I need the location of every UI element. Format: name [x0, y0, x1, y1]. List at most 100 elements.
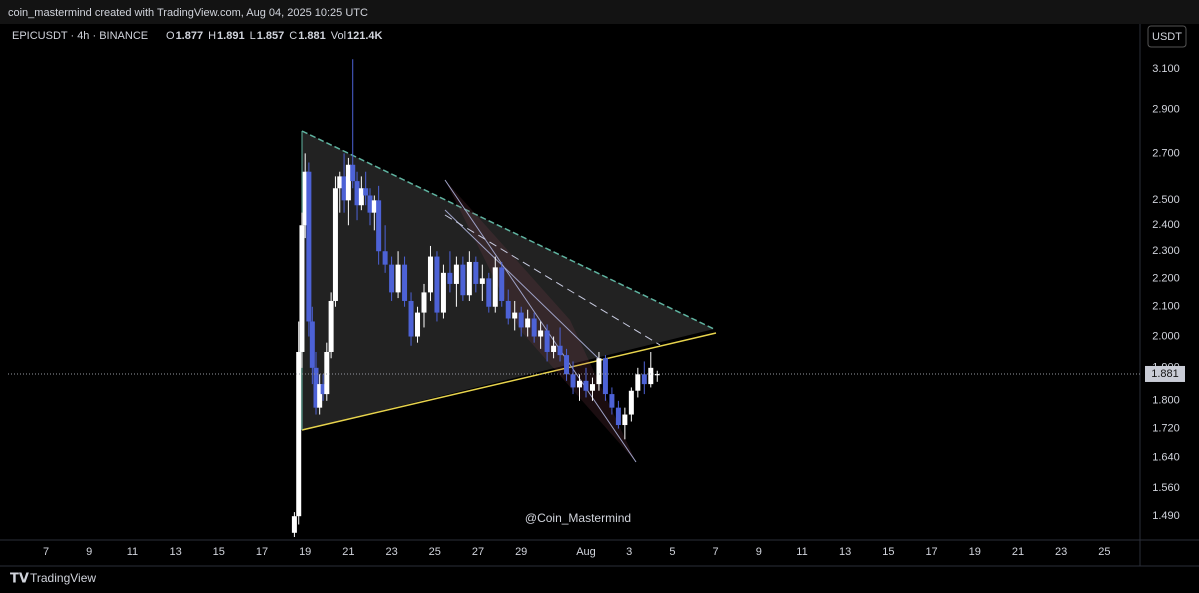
candle-body: [354, 181, 360, 206]
y-tick-label: 2.200: [1152, 272, 1180, 284]
candle-body: [466, 261, 472, 296]
candle-body: [328, 300, 334, 352]
channel-upper: [444, 209, 601, 361]
candle-body: [302, 171, 308, 226]
y-tick-label: 2.000: [1152, 330, 1180, 342]
candle-body: [313, 367, 319, 408]
y-tick-label: 2.700: [1152, 147, 1180, 159]
candle-body: [320, 384, 326, 395]
x-tick-label: 29: [515, 546, 527, 558]
y-tick-label: 2.500: [1152, 194, 1180, 206]
candle-body: [589, 384, 595, 391]
candle-body: [486, 278, 492, 307]
candle-body: [570, 374, 576, 388]
candle-body: [505, 300, 511, 319]
triangle-lower: [301, 332, 717, 431]
candle-body: [341, 176, 347, 201]
last-price-box: [1145, 365, 1185, 382]
x-tick-label: 3: [626, 546, 632, 558]
x-tick-label: 9: [756, 546, 762, 558]
candle-body: [299, 225, 305, 352]
candle-body: [577, 380, 583, 388]
candle-body: [415, 312, 421, 337]
ohlc-legend: O 1.877 H 1.891 L 1.857 C 1.881 Vol 121.4K: [166, 30, 383, 42]
candle-body: [460, 264, 466, 296]
x-tick-label: 15: [882, 546, 894, 558]
x-tick-label: 19: [969, 546, 981, 558]
candle-body: [324, 351, 330, 395]
last-price-label: 1.881: [1151, 368, 1179, 380]
candle-body: [492, 267, 498, 307]
watermark: @Coin_Mastermind: [525, 511, 631, 525]
candle-body: [350, 164, 356, 182]
candle-body: [421, 292, 427, 313]
y-tick-label: 1.640: [1152, 452, 1180, 464]
legend-value: 1.877: [176, 30, 204, 42]
candle-body: [525, 318, 531, 328]
candle-body: [544, 330, 550, 352]
candle-body: [332, 188, 338, 301]
x-tick-label: 7: [43, 546, 49, 558]
y-tick-label: 2.100: [1152, 301, 1180, 313]
candle-body: [499, 267, 505, 301]
currency[interactable]: USDT: [1152, 31, 1182, 43]
x-tick-label: 5: [669, 546, 675, 558]
candle-body: [434, 256, 440, 313]
legend-value: 1.857: [257, 30, 285, 42]
x-tick-label: Aug: [576, 546, 596, 558]
x-tick-label: 17: [256, 546, 268, 558]
candle-body: [317, 384, 323, 408]
candle-body: [402, 264, 408, 301]
legend-key: H: [208, 30, 216, 42]
candle-body: [551, 345, 557, 352]
candle-body: [306, 171, 312, 322]
candle-body: [654, 373, 660, 376]
currency-button[interactable]: [1147, 25, 1187, 48]
candle-body: [512, 312, 518, 319]
symbol: EPICUSDT · 4h · BINANCE: [12, 30, 148, 42]
x-tick-label: 19: [299, 546, 311, 558]
top-bar: [0, 0, 1199, 24]
x-tick-label: 13: [169, 546, 181, 558]
legend-value: 1.881: [298, 30, 326, 42]
y-tick-label: 1.720: [1152, 422, 1180, 434]
triangle-upper: [301, 130, 715, 330]
triangle-fill: [302, 131, 714, 430]
x-tick-label: 17: [925, 546, 937, 558]
candle-body: [371, 200, 377, 213]
candle-body: [389, 264, 395, 293]
candle-body: [291, 516, 297, 533]
candle-body: [345, 164, 351, 201]
candle-body: [635, 374, 641, 391]
candle-body: [602, 358, 608, 395]
x-tick-label: 27: [472, 546, 484, 558]
candle-body: [557, 345, 563, 356]
legend-key: O: [166, 30, 175, 42]
candle-body: [358, 188, 364, 206]
plot-bg: [0, 24, 1199, 566]
credit: coin_mastermind created with TradingView…: [8, 7, 368, 19]
candle-body: [615, 407, 621, 426]
candle-body: [408, 300, 414, 337]
x-tick-label: 25: [429, 546, 441, 558]
candle-body: [395, 264, 401, 293]
y-tick-label: 3.100: [1152, 63, 1180, 75]
legend-key: Vol: [331, 30, 346, 42]
y-tick-label: 1.800: [1152, 395, 1180, 407]
candle-body: [376, 200, 382, 252]
x-tick-label: 9: [86, 546, 92, 558]
x-tick-label: 23: [1055, 546, 1067, 558]
candle-body: [440, 272, 446, 313]
legend-value: 121.4K: [347, 30, 383, 42]
y-tick-label: 1.490: [1152, 510, 1180, 522]
x-tick-label: 13: [839, 546, 851, 558]
candle-body: [337, 176, 343, 189]
candle-body: [453, 264, 459, 284]
x-tick-label: 21: [342, 546, 354, 558]
candle-body: [609, 394, 615, 408]
legend-value: 1.891: [217, 30, 245, 42]
candle-body: [473, 261, 479, 284]
marks: [8, 59, 1140, 538]
y-tick-label: 2.400: [1152, 219, 1180, 231]
